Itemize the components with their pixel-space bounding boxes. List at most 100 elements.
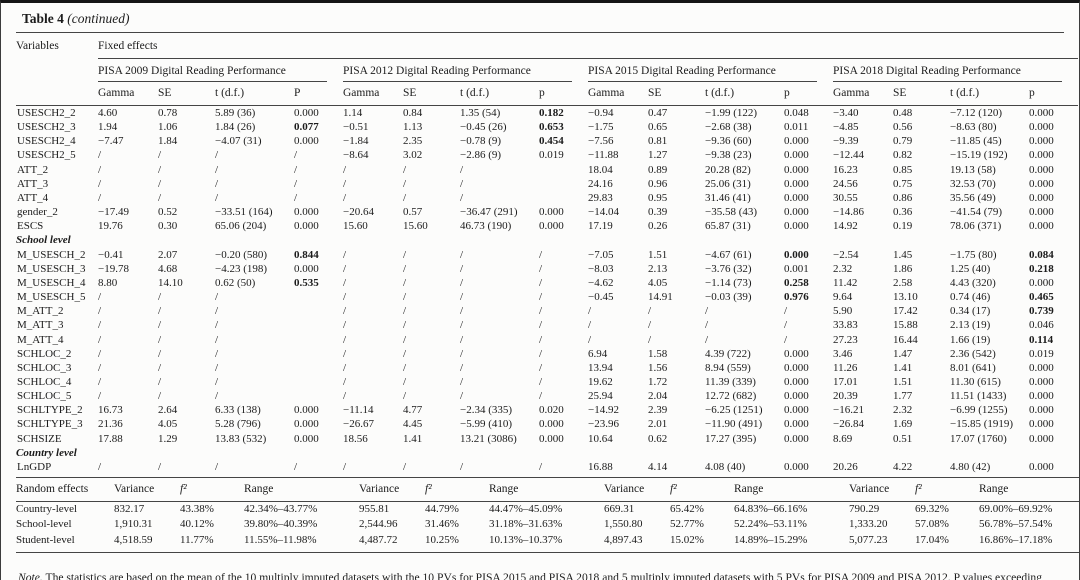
value-cell: / — [343, 361, 347, 374]
value-cell: / — [588, 305, 592, 318]
value-cell: 10.64 — [588, 432, 613, 445]
value-cell: 3.46 — [833, 347, 853, 360]
value-cell: 20.26 — [833, 460, 858, 473]
column-header: t (d.f.) — [705, 82, 784, 106]
group-header-3: PISA 2015 Digital Reading Performance — [588, 59, 833, 82]
value-cell: 0.47 — [648, 107, 668, 119]
value-cell: −1.84 — [343, 135, 369, 148]
variable-name: M_USESCH_5 — [17, 291, 86, 304]
table-row: ATT_4 / / / / / / / 29.83 0.95 31.46 (41) 0.000 30.5… — [16, 191, 1078, 205]
value-cell: −12.44 — [833, 149, 864, 162]
value-cell: / — [343, 305, 347, 318]
value-cell: −9.38 (23) — [705, 149, 752, 162]
variable-name: M_USESCH_2 — [17, 248, 86, 261]
value-cell: −14.92 — [588, 404, 619, 417]
value-cell: 31.46 (41) — [705, 191, 751, 204]
value-cell: 1.77 — [893, 390, 913, 403]
value-cell: / — [98, 177, 102, 190]
variable-name: USESCH2_3 — [17, 121, 76, 134]
value-cell: 5.89 (36) — [215, 107, 256, 119]
group-title: PISA 2015 Digital Reading Performance — [588, 65, 817, 82]
value-cell: 8.80 — [98, 276, 118, 289]
value-cell: 0.218 — [1029, 262, 1054, 275]
value-cell: / — [158, 305, 162, 318]
value-cell: 11.42 — [833, 276, 858, 289]
value-cell: / — [158, 361, 162, 374]
value-cell: 0.000 — [294, 107, 319, 119]
level-name: Student-level — [16, 532, 114, 554]
table-row: USESCH2_3 1.94 1.06 1.84 (26) 0.077 −0.51 1.13… — [16, 120, 1078, 134]
value-cell: 10.13%–10.37% — [489, 532, 604, 554]
value-cell: / — [460, 361, 464, 374]
column-header: Gamma — [833, 82, 893, 106]
value-cell: / — [215, 375, 219, 388]
value-cell: / — [215, 333, 219, 346]
value-cell: / — [215, 149, 219, 162]
value-cell: / — [343, 460, 347, 473]
value-cell: 1.51 — [893, 375, 913, 388]
value-cell: −9.39 — [833, 135, 859, 148]
value-cell: 0.51 — [893, 432, 913, 445]
group-title: PISA 2018 Digital Reading Performance — [833, 65, 1063, 82]
value-cell: 0.000 — [784, 404, 809, 417]
random-column-header: Range — [734, 477, 849, 503]
value-cell: / — [158, 319, 162, 332]
value-cell: −2.54 — [833, 248, 859, 261]
value-cell: 0.000 — [784, 220, 809, 233]
value-cell: / — [98, 149, 102, 162]
value-cell: −8.03 — [588, 262, 614, 275]
value-cell: −3.40 — [833, 107, 859, 119]
value-cell: 4.05 — [158, 418, 178, 431]
random-effects-table: Random effects Variance f² Range Variance f²… — [16, 477, 1079, 554]
value-cell: 10.25% — [425, 532, 489, 554]
value-cell: −0.20 (580) — [215, 248, 268, 261]
value-cell: −6.99 (1255) — [950, 404, 1008, 417]
value-cell: 0.82 — [893, 149, 913, 162]
value-cell: −0.41 — [98, 248, 124, 261]
value-cell: 15.02% — [670, 532, 734, 554]
value-cell: 4.14 — [648, 460, 668, 473]
value-cell: / — [460, 163, 464, 176]
random-effects-label: Random effects — [16, 477, 114, 503]
value-cell: −2.86 (9) — [460, 149, 502, 162]
value-cell: 4.22 — [893, 460, 913, 473]
value-cell: / — [158, 291, 162, 304]
table-row: SCHLOC_3 / / / / / / / 13.94 1.56 8.94 (559) 0.000 1… — [16, 361, 1078, 375]
value-cell: 2.58 — [893, 276, 913, 289]
value-cell: / — [215, 460, 219, 473]
table-row: M_USESCH_2 −0.41 2.07 −0.20 (580) 0.844 / / / / −… — [16, 248, 1078, 262]
value-cell: 40.12% — [180, 518, 214, 531]
value-cell: / — [158, 163, 162, 176]
value-cell: 43.38% — [180, 503, 214, 516]
level-name: School-level — [16, 518, 72, 531]
value-cell: −15.19 (192) — [950, 149, 1008, 162]
value-cell: 4,518.59 — [114, 532, 180, 554]
table-row: Country-level 832.17 43.38% 42.34%–43.77% 95… — [16, 502, 1079, 518]
value-cell: 0.000 — [1029, 375, 1054, 388]
value-cell: −7.56 — [588, 135, 614, 148]
value-cell: / — [98, 305, 102, 318]
value-cell: / — [343, 191, 347, 204]
value-cell: / — [403, 276, 407, 289]
value-cell: / — [215, 390, 219, 403]
value-cell: 2.36 (542) — [950, 347, 996, 360]
value-cell: 13.94 — [588, 361, 613, 374]
table-continued-label: (continued) — [67, 11, 130, 26]
variable-name: gender_2 — [17, 206, 58, 219]
value-cell: 0.000 — [1029, 404, 1054, 417]
value-cell: 1.56 — [648, 361, 668, 374]
value-cell: / — [158, 390, 162, 403]
value-cell: 4.68 — [158, 262, 178, 275]
value-cell: −5.99 (410) — [460, 418, 513, 431]
value-cell: 2.32 — [893, 404, 913, 417]
value-cell: 19.13 (58) — [950, 163, 996, 176]
variables-column-header: Variables — [16, 33, 98, 106]
value-cell: 1,910.31 — [114, 518, 153, 531]
value-cell: 65.42% — [670, 503, 704, 516]
column-header: Gamma — [98, 82, 158, 106]
value-cell: / — [784, 333, 788, 346]
column-header: SE — [893, 82, 950, 106]
value-cell: 0.844 — [294, 248, 319, 261]
value-cell: 1.29 — [158, 432, 178, 445]
level-name: Country-level — [16, 503, 78, 516]
